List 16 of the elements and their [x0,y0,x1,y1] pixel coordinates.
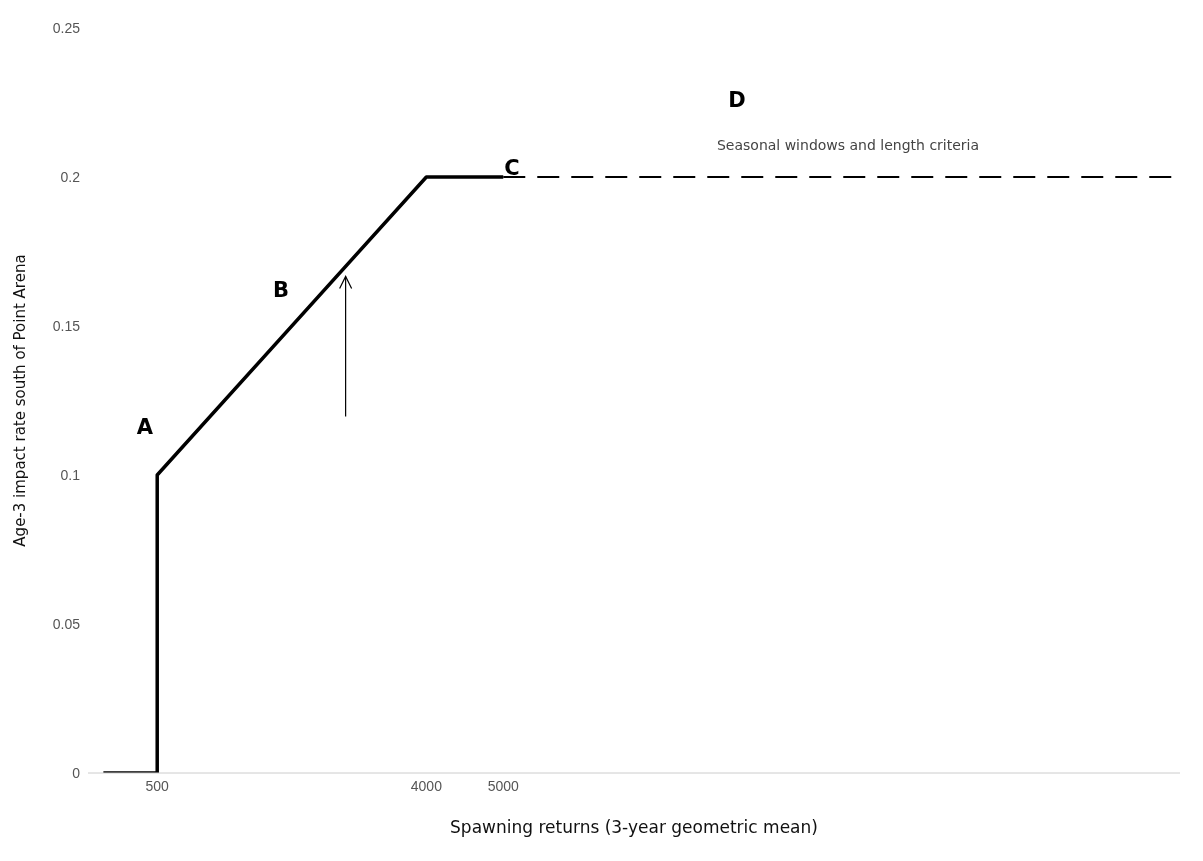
annotation: Seasonal windows and length criteria [716,137,980,153]
y-tick-label: 0.1 [60,466,81,483]
y-axis-title: Age-3 impact rate south of Point Arena [11,254,30,547]
y-tick-label: 0.05 [52,615,81,632]
x-tick-label: 4000 [410,777,443,794]
y-tick-label: 0.25 [52,19,81,36]
y-tick-label: 0 [72,764,81,781]
y-tick-label: 0.15 [52,317,81,334]
annotation: A [136,415,154,439]
annotation: D [728,88,746,112]
annotation: C [504,156,520,180]
y-tick-label: 0.2 [60,168,81,185]
x-tick-label: 500 [145,777,170,794]
x-axis-title: Spawning returns (3-year geometric mean) [450,817,818,837]
x-tick-label: 5000 [487,777,520,794]
annotation: B [272,278,290,302]
